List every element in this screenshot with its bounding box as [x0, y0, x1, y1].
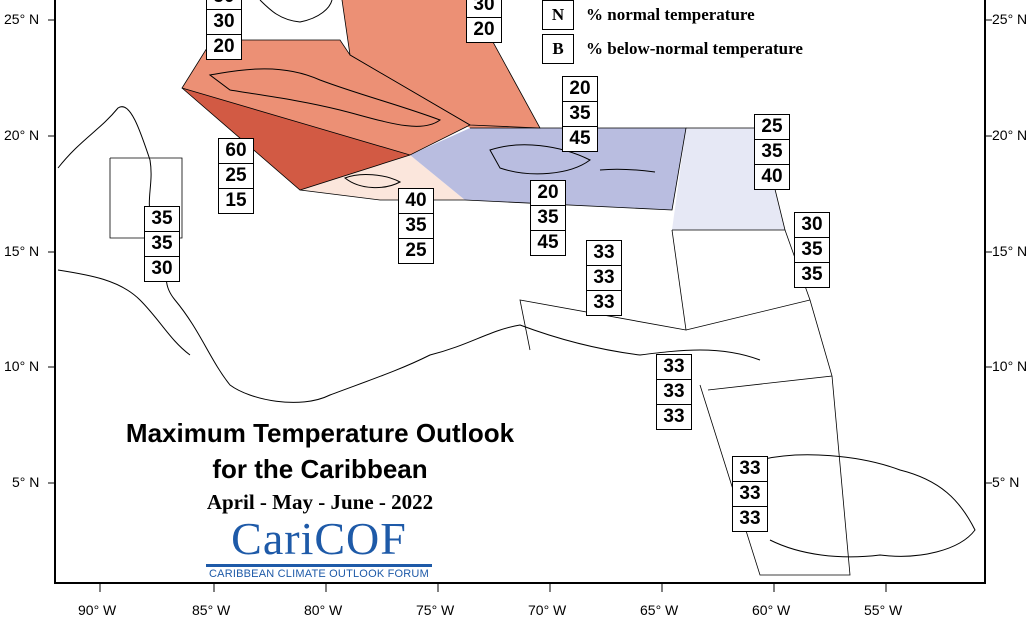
lon-label-55w: 55° W [864, 602, 903, 618]
lat-label-25n-right: 25° N [992, 11, 1028, 27]
forecast-value: 20 [537, 182, 559, 203]
region-western-cuba [182, 88, 410, 190]
legend-text-normal: % normal temperature [586, 5, 755, 24]
lat-label-10n-left: 10° N [4, 358, 40, 374]
forecast-box-belize: 35 35 30 [144, 206, 180, 282]
lat-label-15n-right: 15° N [992, 243, 1028, 259]
region-outlines [109, 0, 851, 576]
logo-word: CariCOF [231, 513, 407, 564]
forecast-box-hispaniola: 20 35 45 [530, 180, 566, 256]
forecast-box-puerto-rico: 20 35 45 [562, 76, 598, 152]
lon-label-70w: 70° W [528, 602, 567, 618]
coastlines [57, 0, 976, 558]
map-period: April - May - June - 2022 [206, 490, 434, 514]
lat-label-10n-right: 10° N [992, 358, 1028, 374]
forecast-value: 25 [399, 238, 433, 263]
forecast-box-jamaica: 40 35 25 [398, 188, 434, 264]
forecast-value: 30 [145, 256, 179, 281]
caricof-logo: CariCOF CARIBBEAN CLIMATE OUTLOOK FORUM [204, 512, 434, 580]
lat-label-15n-left: 15° N [4, 243, 40, 259]
forecast-box-leeward-islands: 25 35 40 [754, 114, 790, 190]
legend-row-below: B % below-normal temperature [542, 34, 803, 64]
map-title-line1: Maximum Temperature Outlook [125, 418, 515, 448]
forecast-box-trinidad: 33 33 33 [656, 354, 692, 430]
lat-label-20n-right: 20° N [992, 127, 1028, 143]
region-bahamas-east [342, 0, 540, 128]
forecast-value: 25 [219, 163, 253, 188]
forecast-value: 30 [207, 9, 241, 34]
lon-label-60w: 60° W [752, 602, 791, 618]
forecast-value: 35 [399, 213, 433, 238]
forecast-value: 20 [207, 34, 241, 59]
lat-label-20n-left: 20° N [4, 127, 40, 143]
legend-row-normal: N % normal temperature [542, 0, 755, 30]
logo-tagline: CARIBBEAN CLIMATE OUTLOOK FORUM [209, 568, 429, 580]
forecast-value: 33 [739, 458, 761, 479]
forecast-value: 35 [563, 101, 597, 126]
lon-label-75w: 75° W [416, 602, 455, 618]
region-hispaniola-pr [410, 128, 686, 210]
forecast-value: 40 [755, 164, 789, 189]
lon-label-80w: 80° W [304, 602, 343, 618]
legend-text-below: % below-normal temperature [586, 39, 803, 58]
map-title-line2: for the Caribbean [212, 454, 428, 484]
forecast-value: 33 [593, 242, 615, 263]
forecast-box-bahamas-east: 30 20 [466, 0, 502, 43]
forecast-value: 50 [207, 0, 241, 9]
lat-label-5n-right: 5° N [992, 474, 1020, 490]
logo-underline [206, 564, 432, 567]
forecast-box-windward-islands: 30 35 35 [794, 212, 830, 288]
forecast-value: 35 [795, 262, 829, 287]
forecast-value: 20 [467, 17, 501, 42]
forecast-value: 25 [761, 116, 783, 137]
forecast-box-guianas: 33 33 33 [732, 456, 768, 532]
forecast-value: 30 [473, 0, 495, 15]
lat-label-25n-left: 25° N [4, 11, 40, 27]
forecast-value: 40 [405, 190, 427, 211]
forecast-value: 45 [563, 126, 597, 151]
lon-label-85w: 85° W [192, 602, 231, 618]
lon-label-65w: 65° W [640, 602, 679, 618]
lat-label-5n-left: 5° N [12, 474, 40, 490]
forecast-box-western-cuba: 60 25 15 [218, 138, 254, 214]
forecast-value: 33 [663, 356, 685, 377]
forecast-value: 33 [657, 379, 691, 404]
legend-key-normal: N [542, 0, 574, 30]
forecast-box-caribbean-sea: 33 33 33 [586, 240, 622, 316]
forecast-value: 33 [587, 290, 621, 315]
forecast-value: 15 [219, 188, 253, 213]
forecast-value: 35 [795, 237, 829, 262]
forecast-value: 30 [801, 214, 823, 235]
forecast-value: 35 [755, 139, 789, 164]
lon-label-90w: 90° W [78, 602, 117, 618]
forecast-value: 60 [225, 140, 247, 161]
forecast-value: 35 [145, 231, 179, 256]
forecast-value: 33 [587, 265, 621, 290]
forecast-value: 33 [733, 506, 767, 531]
forecast-value: 33 [657, 404, 691, 429]
forecast-value: 20 [569, 78, 591, 99]
map-frame [54, 0, 986, 584]
forecast-value: 35 [151, 208, 173, 229]
forecast-value: 45 [531, 230, 565, 255]
forecast-value: 33 [733, 481, 767, 506]
legend-key-below: B [542, 34, 574, 64]
forecast-value: 35 [531, 205, 565, 230]
forecast-box-bahamas-north-west: 50 30 20 [206, 0, 242, 60]
